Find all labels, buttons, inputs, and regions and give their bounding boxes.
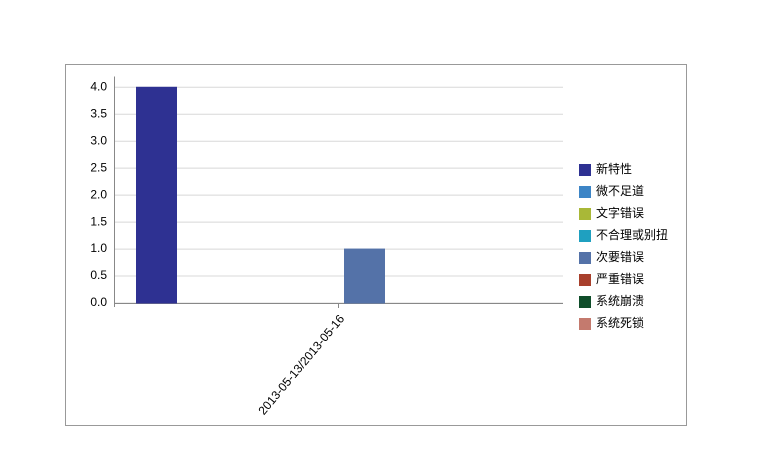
y-tick-label: 3.0 bbox=[90, 133, 107, 147]
y-tick-label: 2.0 bbox=[90, 187, 107, 201]
legend-label: 文字错误 bbox=[596, 205, 644, 220]
y-tick-label: 2.5 bbox=[90, 160, 107, 174]
y-tick-label: 4.0 bbox=[90, 79, 107, 93]
legend-swatch bbox=[579, 186, 591, 198]
legend-swatch bbox=[579, 164, 591, 176]
y-tick-label: 3.5 bbox=[90, 106, 107, 120]
legend-label: 微不足道 bbox=[596, 184, 644, 198]
legend-swatch bbox=[579, 230, 591, 242]
y-tick-label: 0.0 bbox=[90, 295, 107, 309]
legend-label: 系统死锁 bbox=[596, 315, 644, 330]
legend-label: 不合理或别扭 bbox=[596, 227, 668, 242]
y-tick-label: 1.0 bbox=[90, 241, 107, 255]
legend-swatch bbox=[579, 252, 591, 264]
y-tick-label: 1.5 bbox=[90, 214, 107, 228]
legend-label: 次要错误 bbox=[596, 250, 644, 264]
bar bbox=[344, 248, 385, 304]
legend-swatch bbox=[579, 296, 591, 308]
legend-label: 系统崩溃 bbox=[596, 294, 644, 308]
bar bbox=[136, 86, 177, 304]
legend-swatch bbox=[579, 274, 591, 286]
legend-label: 严重错误 bbox=[596, 272, 644, 286]
y-tick-label: 0.5 bbox=[90, 268, 107, 282]
legend-swatch bbox=[579, 208, 591, 220]
legend-label: 新特性 bbox=[596, 161, 632, 176]
legend-swatch bbox=[579, 318, 591, 330]
